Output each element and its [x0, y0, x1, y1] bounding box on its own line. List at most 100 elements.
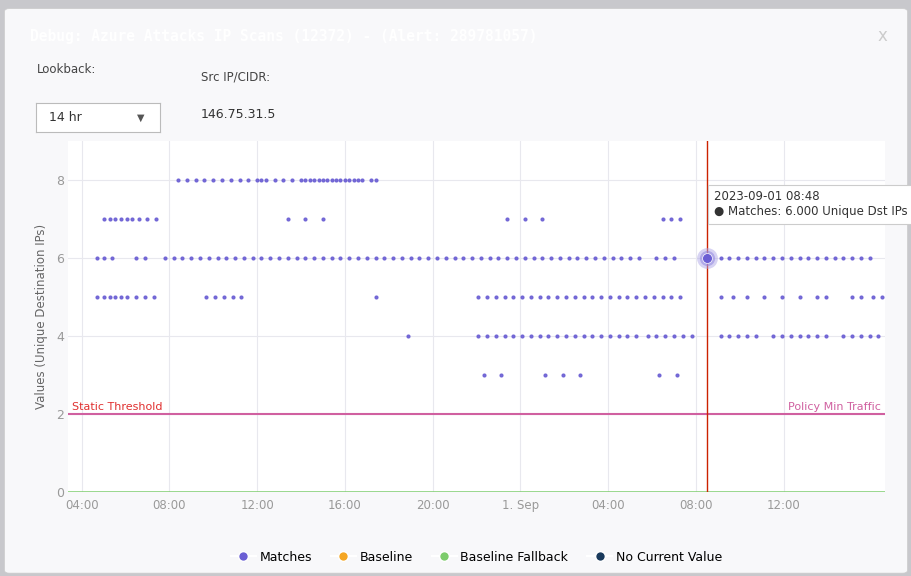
Point [128, 293, 143, 302]
Point [602, 332, 617, 341]
Point [567, 293, 581, 302]
Point [228, 253, 242, 263]
Point [197, 176, 211, 185]
Point [800, 253, 814, 263]
Point [593, 332, 608, 341]
Point [315, 253, 330, 263]
Point [470, 293, 485, 302]
Point [700, 253, 714, 263]
Point [342, 253, 356, 263]
Point [499, 215, 514, 224]
Point [306, 253, 321, 263]
Point [214, 176, 229, 185]
Point [646, 293, 660, 302]
Point [739, 253, 753, 263]
Text: 14 hr: 14 hr [49, 111, 81, 124]
Point [302, 176, 317, 185]
Y-axis label: Values (Unique Destination IPs): Values (Unique Destination IPs) [35, 224, 48, 410]
Point [170, 176, 185, 185]
Point [225, 293, 240, 302]
Point [206, 176, 220, 185]
Point [783, 332, 797, 341]
Point [102, 215, 117, 224]
Point [870, 332, 885, 341]
Point [199, 293, 213, 302]
Point [107, 293, 122, 302]
Point [649, 253, 663, 263]
Point [245, 253, 260, 263]
Point [219, 253, 233, 263]
Point [446, 253, 461, 263]
Point [578, 253, 593, 263]
Point [818, 293, 833, 302]
Point [576, 293, 590, 302]
Point [438, 253, 453, 263]
Point [267, 176, 281, 185]
Point [351, 176, 365, 185]
Point [619, 332, 634, 341]
Point [368, 253, 383, 263]
Point [610, 332, 625, 341]
Point [700, 253, 714, 263]
Point [473, 253, 487, 263]
Point [567, 332, 581, 341]
Point [853, 332, 867, 341]
Point [131, 215, 146, 224]
Point [756, 253, 771, 263]
Point [333, 253, 347, 263]
Point [114, 293, 128, 302]
Point [315, 176, 330, 185]
Point [862, 332, 876, 341]
Point [523, 332, 537, 341]
Point [400, 332, 415, 341]
Point [368, 293, 383, 302]
Point [412, 253, 426, 263]
Point [515, 293, 529, 302]
Point [672, 215, 687, 224]
Point [663, 293, 678, 302]
Point [663, 215, 678, 224]
Point [496, 332, 511, 341]
Point [376, 253, 391, 263]
Point [281, 215, 295, 224]
Point [853, 253, 867, 263]
Point [470, 332, 485, 341]
Point [800, 332, 814, 341]
Point [631, 253, 646, 263]
Point [394, 253, 409, 263]
Point [712, 253, 727, 263]
Point [298, 253, 312, 263]
Point [493, 371, 507, 380]
Point [315, 215, 330, 224]
Point [773, 332, 788, 341]
Point [508, 253, 523, 263]
Point [773, 293, 788, 302]
Point [506, 293, 520, 302]
Point [403, 253, 417, 263]
Point [783, 253, 797, 263]
Point [96, 215, 110, 224]
Point [465, 253, 479, 263]
Point [587, 253, 601, 263]
Point [765, 332, 780, 341]
Point [342, 176, 356, 185]
Point [96, 293, 110, 302]
Point [629, 332, 643, 341]
Point [862, 253, 876, 263]
Point [722, 253, 736, 263]
Point [809, 332, 824, 341]
Point [543, 253, 558, 263]
Point [201, 253, 216, 263]
Point [138, 293, 152, 302]
Point [730, 253, 744, 263]
Point [844, 253, 858, 263]
Point [192, 253, 207, 263]
Point [655, 293, 670, 302]
Point [298, 215, 312, 224]
Point [748, 253, 763, 263]
Point [537, 371, 552, 380]
Point [359, 253, 374, 263]
Point [506, 332, 520, 341]
Point [809, 253, 824, 263]
Point [655, 215, 670, 224]
